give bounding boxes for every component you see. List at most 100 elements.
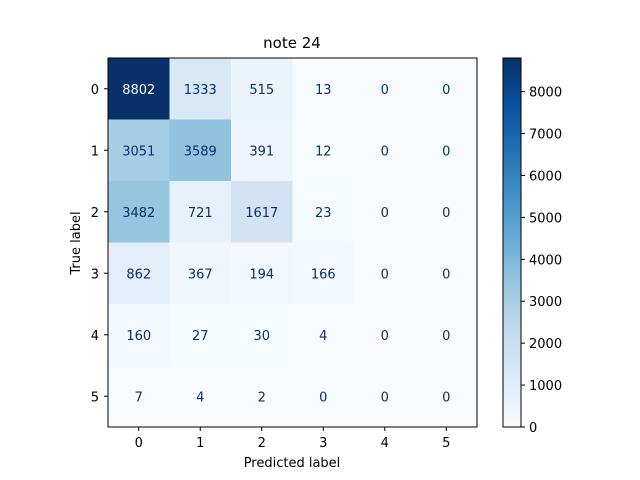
heatmap-cell-r0-c4: [354, 58, 416, 120]
heatmap-cell-r4-c5: [415, 304, 478, 366]
colorbar-tick-label: 6000: [529, 169, 562, 184]
cell-value-label: 0: [381, 144, 389, 159]
colorbar: [502, 57, 522, 428]
heatmap-cell-r4-c3: [292, 304, 355, 366]
heatmap-cell-r0-c0: [108, 58, 170, 120]
heatmap-cell-r3-c4: [354, 242, 416, 305]
cell-value-label: 13: [315, 83, 332, 98]
cell-value-label: 862: [126, 267, 151, 282]
cell-value-label: 0: [319, 390, 327, 405]
cell-value-label: 515: [249, 83, 274, 98]
heatmap-cell-r0-c2: [231, 58, 293, 120]
y-tick-label: 1: [91, 144, 99, 159]
x-tick-label: 1: [196, 436, 204, 451]
heatmap-cell-r4-c4: [354, 304, 416, 366]
y-tick-label: 0: [91, 83, 99, 98]
cell-value-label: 23: [315, 206, 332, 221]
colorbar-tick-label: 0: [529, 421, 537, 436]
y-axis-label: True label: [69, 211, 84, 275]
heatmap-cell-r5-c0: [108, 365, 170, 428]
x-tick-label: 4: [381, 436, 389, 451]
x-tick-label: 5: [442, 436, 450, 451]
heatmap-cell-r0-c5: [415, 58, 478, 120]
cell-value-label: 8802: [122, 83, 155, 98]
colorbar-tick-label: 2000: [529, 337, 562, 352]
heatmap-cell-r1-c1: [169, 119, 232, 182]
cell-value-label: 391: [249, 144, 274, 159]
colorbar-tick-label: 7000: [529, 128, 562, 143]
heatmap-cells: [108, 58, 478, 428]
cell-value-label: 0: [381, 206, 389, 221]
heatmap-cell-labels: 8802 1333 515 13 0 0 3051 3589 391 12 0 0 3482 721 161…: [122, 83, 450, 406]
heatmap-cell-r3-c0: [108, 242, 170, 305]
x-tick-label: 2: [258, 436, 266, 451]
cell-value-label: 2: [258, 390, 266, 405]
heatmap-cell-r3-c2: [231, 242, 293, 305]
cell-value-label: 7: [135, 390, 143, 405]
cell-value-label: 0: [442, 83, 450, 98]
cell-value-label: 0: [442, 267, 450, 282]
cell-value-label: 3589: [184, 144, 217, 159]
heatmap-cell-r5-c4: [354, 365, 416, 428]
cell-value-label: 0: [381, 329, 389, 344]
heatmap-cell-r2-c5: [415, 181, 478, 243]
heatmap-cell-r4-c1: [169, 304, 232, 366]
cell-value-label: 0: [442, 144, 450, 159]
y-axis-ticks: 0 1 2 3 4 5: [91, 83, 108, 405]
heatmap-cell-r1-c0: [108, 119, 170, 182]
heatmap-cell-r3-c1: [169, 242, 232, 305]
cell-value-label: 0: [381, 83, 389, 98]
heatmap-cell-r4-c2: [231, 304, 293, 366]
colorbar-tick-label: 3000: [529, 295, 562, 310]
heatmap-cell-r5-c2: [231, 365, 293, 428]
heatmap-cell-r1-c4: [354, 119, 416, 182]
colorbar-ticks: 0 1000 2000 3000 4000 5000 6000 7000 8000: [521, 86, 562, 436]
x-axis-ticks: 0 1 2 3 4 5: [135, 427, 450, 451]
cell-value-label: 1333: [184, 83, 217, 98]
x-tick-label: 3: [319, 436, 327, 451]
colorbar-tick-label: 1000: [529, 379, 562, 394]
heatmap-cell-r0-c3: [292, 58, 355, 120]
y-tick-label: 4: [91, 329, 99, 344]
heatmap-cell-r4-c0: [108, 304, 170, 366]
heatmap-cell-r5-c3: [292, 365, 355, 428]
cell-value-label: 4: [196, 390, 204, 405]
heatmap-cell-r2-c1: [169, 181, 232, 243]
cell-value-label: 194: [249, 267, 274, 282]
heatmap-cell-r3-c3: [292, 242, 355, 305]
heatmap-cell-r2-c2: [231, 181, 293, 243]
heatmap-cell-r1-c5: [415, 119, 478, 182]
colorbar-tick-label: 5000: [529, 211, 562, 226]
heatmap-cell-r0-c1: [169, 58, 232, 120]
y-tick-label: 2: [91, 206, 99, 221]
y-tick-label: 5: [91, 390, 99, 405]
heatmap-cell-r1-c2: [231, 119, 293, 182]
x-tick-label: 0: [135, 436, 143, 451]
cell-value-label: 3482: [122, 206, 155, 221]
cell-value-label: 0: [442, 390, 450, 405]
cell-value-label: 3051: [122, 144, 155, 159]
heatmap-cell-r2-c4: [354, 181, 416, 243]
cell-value-label: 0: [442, 206, 450, 221]
cell-value-label: 30: [253, 329, 270, 344]
cell-value-label: 4: [319, 329, 327, 344]
cell-value-label: 12: [315, 144, 332, 159]
colorbar-tick-label: 8000: [529, 86, 562, 101]
cell-value-label: 721: [188, 206, 213, 221]
cell-value-label: 1617: [245, 206, 278, 221]
heatmap-cell-r2-c0: [108, 181, 170, 243]
heatmap-cell-r3-c5: [415, 242, 478, 305]
cell-value-label: 367: [188, 267, 213, 282]
x-axis-label: Predicted label: [244, 456, 341, 471]
cell-value-label: 166: [311, 267, 336, 282]
plot-frame: [107, 57, 478, 428]
heatmap-cell-r2-c3: [292, 181, 355, 243]
cell-value-label: 0: [381, 267, 389, 282]
heatmap-cell-r5-c5: [415, 365, 478, 428]
heatmap-cell-r1-c3: [292, 119, 355, 182]
heatmap-cell-r5-c1: [169, 365, 232, 428]
y-tick-label: 3: [91, 267, 99, 282]
chart-title: note 24: [263, 34, 321, 52]
cell-value-label: 27: [192, 329, 209, 344]
